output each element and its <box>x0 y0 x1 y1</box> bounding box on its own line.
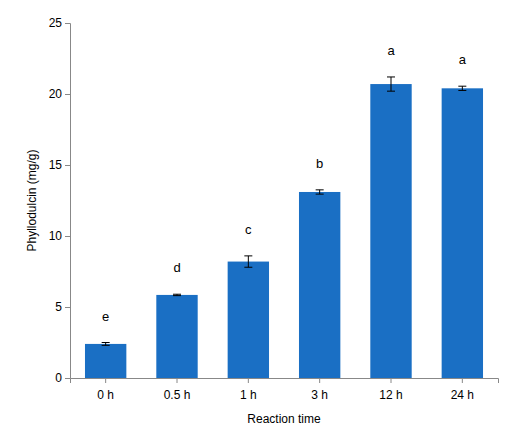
error-bar-line <box>316 194 324 195</box>
x-axis-title: Reaction time <box>247 412 321 426</box>
y-axis-title: Phyllodulcin (mg/g) <box>25 149 39 251</box>
y-tick-mark <box>65 236 70 237</box>
x-tick-label: 0.5 h <box>164 388 191 402</box>
x-tick-mark <box>391 378 392 383</box>
error-bar-line <box>387 91 395 92</box>
x-tick-label: 1 h <box>240 388 257 402</box>
error-bar-line <box>458 90 466 91</box>
y-tick-label: 0 <box>55 371 62 385</box>
y-tick-mark <box>65 94 70 95</box>
x-tick-label: 0 h <box>97 388 114 402</box>
y-tick-label: 20 <box>49 87 63 101</box>
bar <box>156 295 197 378</box>
bar <box>370 84 411 378</box>
error-bar <box>458 86 466 90</box>
y-tick: 15 <box>49 158 70 172</box>
x-tick-mark <box>248 378 249 383</box>
error-bar-line <box>248 256 249 267</box>
y-tick-mark <box>65 165 70 166</box>
x-tick: 0.5 h <box>164 378 191 402</box>
x-tick: 12 h <box>379 378 402 402</box>
y-tick-label: 15 <box>49 158 63 172</box>
chart: 0 5 10 15 20 25 0 h 0.5 h 1 h 3 h 12 h 24 h e d c b a a Re… <box>0 0 510 437</box>
x-tick-mark <box>105 378 106 383</box>
bar <box>299 192 340 378</box>
x-tick-label: 3 h <box>311 388 328 402</box>
error-bar-line <box>391 77 392 91</box>
marks <box>85 77 483 378</box>
error-bar-line <box>102 342 110 343</box>
error-bar-line <box>316 189 324 190</box>
y-tick-mark <box>65 307 70 308</box>
error-bar-line <box>173 295 181 296</box>
error-bar-line <box>102 345 110 346</box>
error-bar <box>316 190 324 194</box>
error-bar-line <box>244 267 252 268</box>
annotation: a <box>459 52 467 67</box>
x-tick: 24 h <box>451 378 474 402</box>
error-bar-line <box>319 190 320 194</box>
x-tick: 3 h <box>311 378 328 402</box>
annotation: e <box>102 309 109 324</box>
error-bar <box>173 294 181 295</box>
x-tick: 1 h <box>240 378 257 402</box>
error-bar-line <box>387 76 395 77</box>
annotation: a <box>387 43 395 58</box>
bar <box>85 344 126 378</box>
x-axis-line <box>71 379 499 384</box>
error-bar-line <box>244 255 252 256</box>
bar <box>442 88 483 378</box>
error-bar-line <box>462 86 463 90</box>
bar <box>228 262 269 378</box>
x-tick-mark <box>177 378 178 383</box>
annotations: e d c b a a <box>102 43 467 324</box>
annotation: b <box>316 156 323 171</box>
x-tick: 0 h <box>97 378 114 402</box>
error-bar <box>102 343 110 346</box>
annotation: d <box>173 260 180 275</box>
annotation: c <box>245 222 252 237</box>
error-bar <box>244 256 252 267</box>
x-axis: 0 h 0.5 h 1 h 3 h 12 h 24 h <box>71 378 499 402</box>
x-tick-mark <box>462 378 463 383</box>
x-tick-label: 12 h <box>379 388 402 402</box>
x-tick-mark <box>319 378 320 383</box>
y-tick: 25 <box>49 16 70 30</box>
y-tick-label: 25 <box>49 16 63 30</box>
y-tick-mark <box>65 23 70 24</box>
y-tick: 10 <box>49 229 70 243</box>
y-tick: 20 <box>49 87 70 101</box>
y-tick-label: 5 <box>55 300 62 314</box>
y-axis-line <box>65 24 71 379</box>
error-bar-line <box>173 294 181 295</box>
y-tick-label: 10 <box>49 229 63 243</box>
error-bar-line <box>458 86 466 87</box>
y-tick: 0 <box>55 371 70 385</box>
x-tick-label: 24 h <box>451 388 474 402</box>
plot: 0 5 10 15 20 25 0 h 0.5 h 1 h 3 h 12 h 24 h e d c b a a <box>49 16 499 402</box>
error-bar <box>387 77 395 91</box>
y-tick: 5 <box>55 300 70 314</box>
y-tick-mark <box>65 378 70 379</box>
y-axis: 0 5 10 15 20 25 <box>49 16 71 385</box>
